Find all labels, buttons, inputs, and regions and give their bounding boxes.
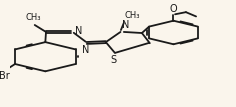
Text: N: N (122, 20, 130, 30)
Text: Br: Br (0, 71, 10, 82)
Text: N: N (75, 26, 82, 36)
Text: N: N (83, 45, 90, 55)
Text: CH₃: CH₃ (26, 13, 41, 22)
Text: S: S (111, 56, 117, 65)
Text: CH₃: CH₃ (125, 11, 140, 20)
Text: O: O (170, 4, 177, 14)
